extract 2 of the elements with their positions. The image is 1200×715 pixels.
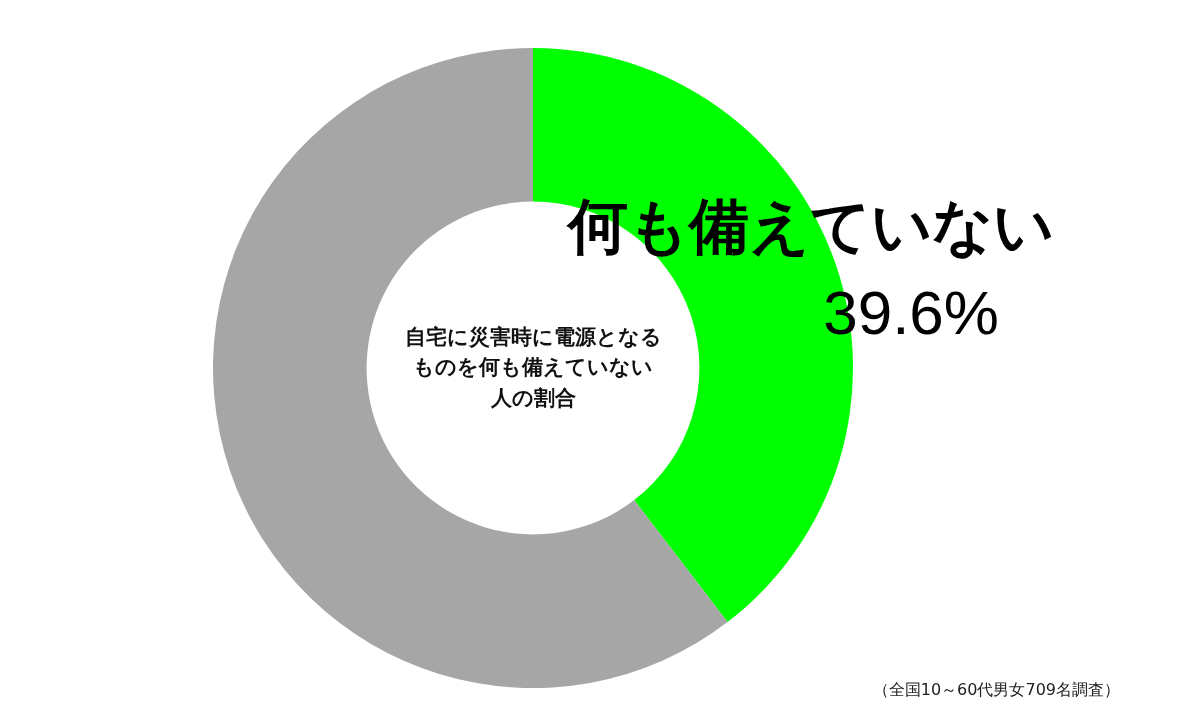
text: 自宅に災害時に電源となるものを何も備えていない人の割合 [403, 324, 663, 413]
text: （全国10～60代男女709名調査） [872, 680, 1120, 701]
